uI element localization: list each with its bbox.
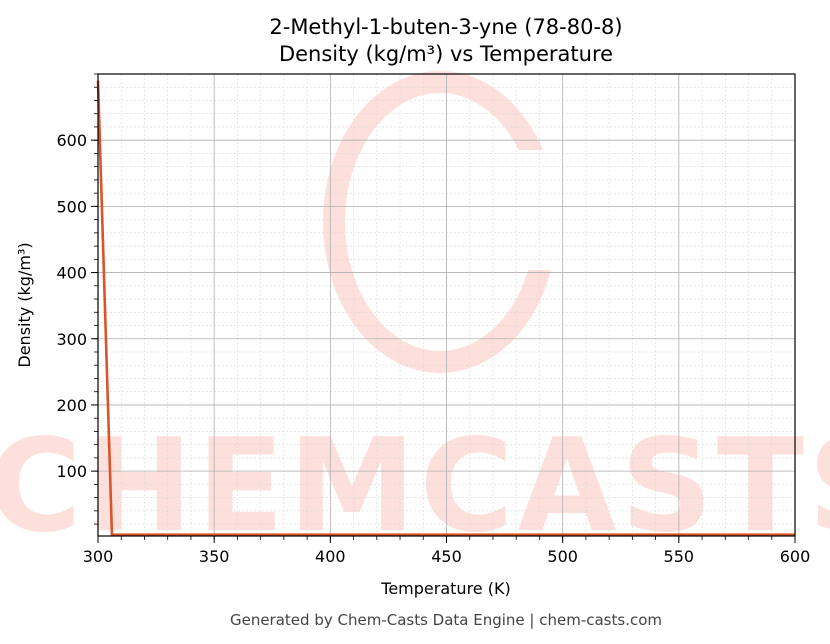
y-axis-label: Density (kg/m³): [15, 242, 34, 367]
watermark: CHEMCASTS: [0, 412, 830, 561]
chart-title: 2-Methyl-1-buten-3-yne (78-80-8): [269, 15, 622, 39]
x-tick-label: 600: [780, 547, 811, 566]
y-tick-label: 100: [56, 462, 87, 481]
x-tick-label: 300: [83, 547, 114, 566]
y-tick-label: 500: [56, 197, 87, 216]
x-tick-label: 500: [547, 547, 578, 566]
x-tick-label: 450: [431, 547, 462, 566]
y-tick-label: 600: [56, 131, 87, 150]
watermark-logo: [323, 71, 570, 373]
x-tick-label: 400: [315, 547, 346, 566]
y-tick-label: 400: [56, 264, 87, 283]
x-tick-label: 550: [664, 547, 695, 566]
data-line: [96, 80, 795, 536]
y-tick-label: 200: [56, 396, 87, 415]
x-tick-label: 350: [199, 547, 230, 566]
y-tick-label: 300: [56, 330, 87, 349]
plot-frame: [97, 73, 796, 537]
x-axis-label: Temperature (K): [380, 579, 510, 598]
footer: Generated by Chem-Casts Data Engine | ch…: [230, 611, 662, 629]
chart-subtitle: Density (kg/m³) vs Temperature: [279, 42, 613, 66]
